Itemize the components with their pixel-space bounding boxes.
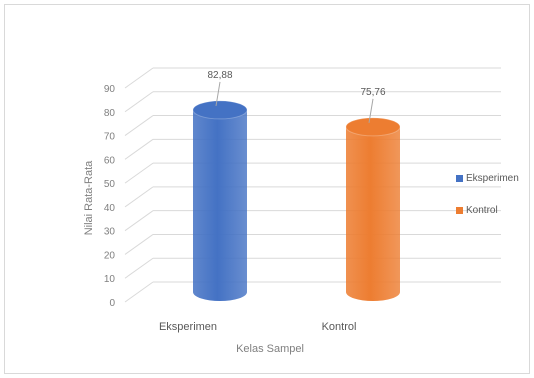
gridline-diagonal: [124, 162, 154, 184]
bar-top-kontrol: [345, 117, 401, 137]
gridline-diagonal: [124, 115, 154, 136]
legend: Eksperimen Kontrol: [456, 173, 519, 237]
legend-label: Kontrol: [466, 205, 498, 216]
legend-swatch: [456, 175, 463, 182]
x-axis-title: Kelas Sampel: [236, 343, 304, 355]
bar-kontrol: [346, 126, 400, 301]
bars: [192, 100, 401, 301]
data-label: 75,76: [360, 87, 385, 98]
y-tick-label: 50: [104, 179, 116, 190]
gridline-diagonal: [124, 138, 154, 160]
y-tick-label: 70: [104, 132, 116, 143]
y-tick-labels: 0 10 20 30 40 50 60 70 80 90: [104, 84, 116, 309]
gridline-diagonal: [124, 91, 154, 113]
y-tick-label: 90: [104, 84, 116, 95]
category-labels: Eksperimen Kontrol: [159, 321, 356, 333]
data-label: 82,88: [207, 70, 232, 81]
y-tick-label: 80: [104, 108, 116, 119]
gridline-diagonal: [124, 234, 154, 255]
data-label-leader: [215, 81, 221, 107]
gridline-diagonal: [124, 281, 154, 303]
y-tick-label: 30: [104, 227, 116, 238]
y-tick-label: 40: [104, 203, 116, 214]
gridline-diagonal: [124, 186, 154, 208]
legend-label: Eksperimen: [466, 173, 519, 184]
gridline-diagonal: [124, 67, 154, 89]
bar-top-eksperimen: [192, 100, 248, 120]
gridline-diagonal: [124, 210, 154, 232]
category-label: Eksperimen: [159, 321, 217, 333]
legend-item-kontrol: Kontrol: [456, 205, 519, 216]
bar-eksperimen: [193, 109, 247, 301]
y-tick-label: 20: [104, 250, 116, 261]
legend-item-eksperimen: Eksperimen: [456, 173, 519, 184]
chart-frame: [4, 4, 530, 374]
gridline-diagonal: [124, 257, 154, 279]
y-tick-label: 60: [104, 155, 116, 166]
y-axis-title: Nilai Rata-Rata: [83, 160, 95, 235]
category-label: Kontrol: [322, 321, 357, 333]
data-labels: 82,88 75,76: [207, 70, 386, 123]
y-tick-label: 0: [109, 298, 115, 309]
data-label-leader: [368, 98, 374, 123]
legend-swatch: [456, 207, 463, 214]
gridlines: [124, 67, 501, 303]
y-tick-label: 10: [104, 274, 116, 285]
